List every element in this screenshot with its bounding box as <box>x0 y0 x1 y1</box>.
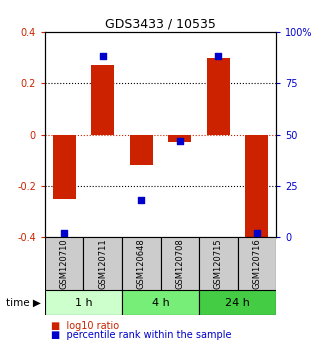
Point <box>177 138 182 143</box>
Text: 1 h: 1 h <box>75 298 92 308</box>
Text: GSM120715: GSM120715 <box>214 238 223 289</box>
Point <box>139 198 144 203</box>
Text: ■  percentile rank within the sample: ■ percentile rank within the sample <box>51 330 232 339</box>
Text: time ▶: time ▶ <box>6 298 41 308</box>
Point <box>100 54 105 59</box>
Text: 4 h: 4 h <box>152 298 169 308</box>
Bar <box>45 237 83 290</box>
Bar <box>160 237 199 290</box>
Text: GSM120711: GSM120711 <box>98 238 107 289</box>
Bar <box>199 290 276 315</box>
Bar <box>91 65 114 135</box>
Bar <box>238 237 276 290</box>
Text: GSM120648: GSM120648 <box>137 238 146 289</box>
Text: GSM120716: GSM120716 <box>252 238 261 289</box>
Bar <box>83 237 122 290</box>
Text: GSM120708: GSM120708 <box>175 238 184 289</box>
Bar <box>207 57 230 135</box>
Bar <box>122 290 199 315</box>
Text: 24 h: 24 h <box>225 298 250 308</box>
Bar <box>45 290 122 315</box>
Text: ■  log10 ratio: ■ log10 ratio <box>51 321 119 331</box>
Point <box>62 230 67 236</box>
Text: GSM120710: GSM120710 <box>60 238 69 289</box>
Point <box>216 54 221 59</box>
Bar <box>122 237 160 290</box>
Bar <box>53 135 76 199</box>
Bar <box>199 237 238 290</box>
Bar <box>168 135 191 142</box>
Bar <box>245 135 268 237</box>
Point <box>254 230 259 236</box>
Bar <box>130 135 153 165</box>
Title: GDS3433 / 10535: GDS3433 / 10535 <box>105 18 216 31</box>
